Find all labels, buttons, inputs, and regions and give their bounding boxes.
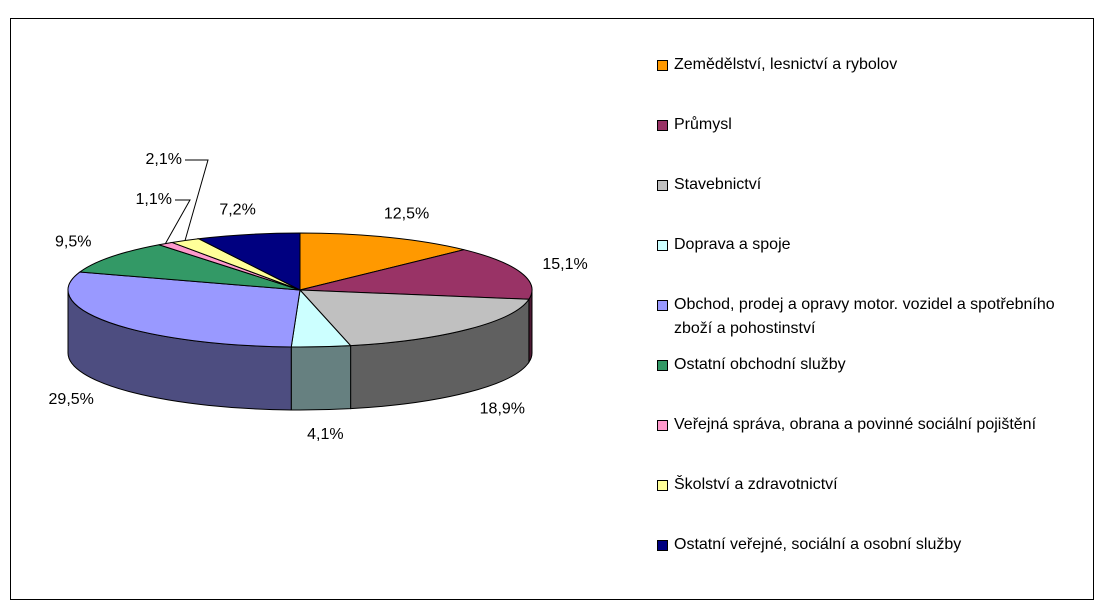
legend-swatch xyxy=(657,180,668,191)
legend-swatch xyxy=(657,300,668,311)
legend-item: Veřejná správa, obrana a povinné sociáln… xyxy=(657,413,1074,437)
legend-swatch xyxy=(657,240,668,251)
legend-label: Obchod, prodej a opravy motor. vozidel a… xyxy=(674,296,1055,337)
pie-slice xyxy=(196,232,301,291)
data-label: 15,1% xyxy=(542,256,587,273)
legend-label: Ostatní obchodní služby xyxy=(674,356,846,373)
pie-side xyxy=(290,345,352,411)
legend-item: Zemědělství, lesnictví a rybolov xyxy=(657,53,1074,77)
legend-item: Stavebnictví xyxy=(657,173,1074,197)
chart-frame xyxy=(10,18,1094,600)
data-label: 9,5% xyxy=(55,234,91,251)
legend-item: Ostatní veřejné, sociální a osobní služb… xyxy=(657,533,1074,557)
legend-item: Průmysl xyxy=(657,113,1074,137)
pie-slice xyxy=(299,249,533,300)
legend-label: Zemědělství, lesnictví a rybolov xyxy=(674,56,898,73)
data-label: 18,9% xyxy=(480,401,525,418)
legend-label: Školství a zdravotnictví xyxy=(674,476,838,493)
leader-line xyxy=(184,159,209,241)
data-label: 12,5% xyxy=(384,205,429,222)
legend-swatch xyxy=(657,540,668,551)
leader-line xyxy=(164,199,191,244)
legend-item: Ostatní obchodní služby xyxy=(657,353,1074,377)
pie-slice xyxy=(299,232,465,291)
legend-swatch xyxy=(657,360,668,371)
legend-item: Školství a zdravotnictví xyxy=(657,473,1074,497)
legend-label: Doprava a spoje xyxy=(674,236,791,253)
data-label: 1,1% xyxy=(136,191,172,208)
data-label: 7,2% xyxy=(219,201,255,218)
pie-slice xyxy=(298,289,530,347)
data-label: 29,5% xyxy=(49,391,94,408)
legend-label: Ostatní veřejné, sociální a osobní služb… xyxy=(674,536,962,553)
legend-item: Doprava a spoje xyxy=(657,233,1074,257)
legend-swatch xyxy=(657,480,668,491)
legend-label: Stavebnictví xyxy=(674,176,762,193)
pie-slice xyxy=(78,244,301,291)
legend-label: Veřejná správa, obrana a povinné sociáln… xyxy=(674,416,1037,433)
legend-item: Obchod, prodej a opravy motor. vozidel a… xyxy=(657,293,1074,341)
legend-swatch xyxy=(657,60,668,71)
data-label: 2,1% xyxy=(146,151,182,168)
legend-label: Průmysl xyxy=(674,116,732,133)
legend-swatch xyxy=(657,120,668,131)
legend-swatch xyxy=(657,420,668,431)
pie-slice xyxy=(67,271,301,348)
data-label: 4,1% xyxy=(307,426,343,443)
